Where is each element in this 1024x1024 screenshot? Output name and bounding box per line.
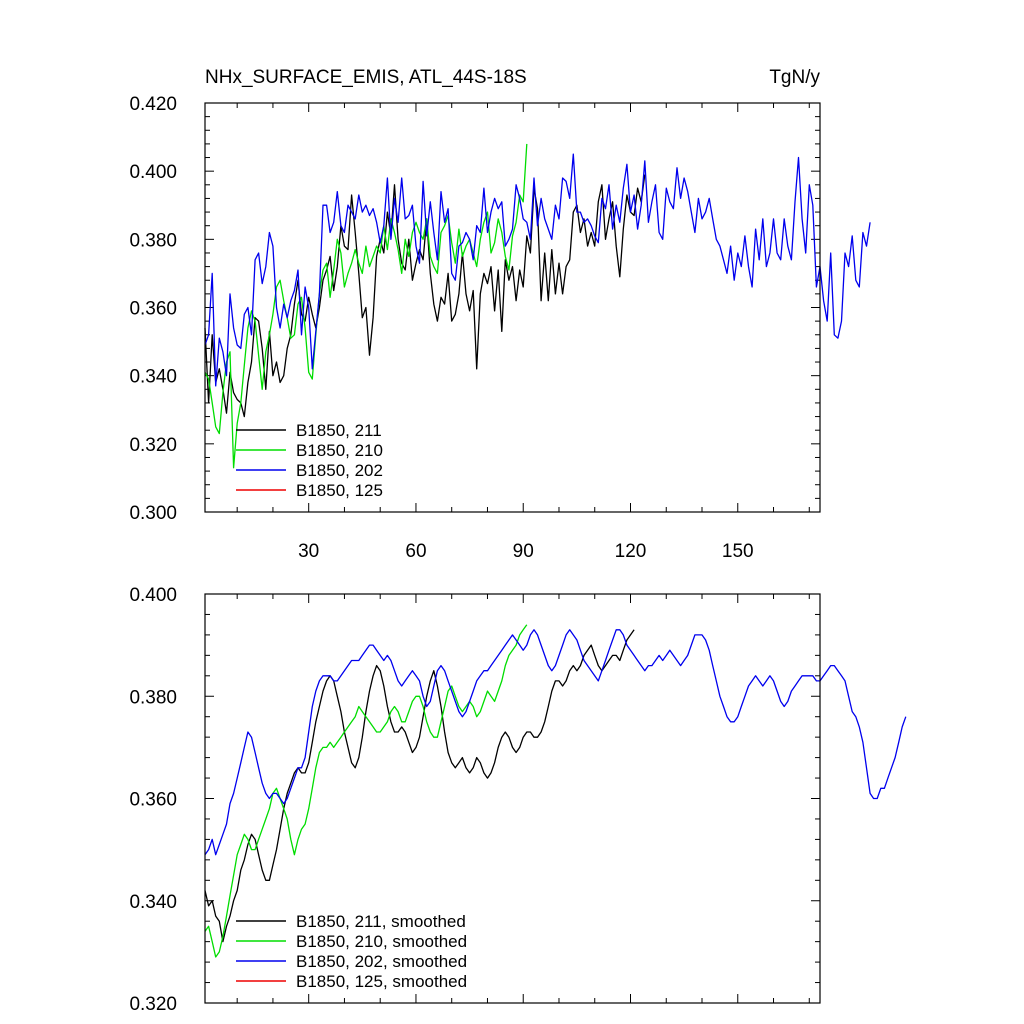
legend-label-211-smoothed: B1850, 211, smoothed <box>296 912 466 931</box>
y-tick-label: 0.420 <box>129 94 177 115</box>
x-tick-label: 90 <box>513 541 534 562</box>
x-tick-label: 60 <box>405 541 426 562</box>
units-label: TgN/y <box>769 67 820 88</box>
x-tick-label: 120 <box>615 541 647 562</box>
top-series <box>204 143 871 469</box>
y-tick-label: 0.320 <box>129 435 177 456</box>
y-tick-label: 0.360 <box>129 299 177 320</box>
series-line-3 <box>204 153 871 387</box>
panel-top: NHx_SURFACE_EMIS, ATL_44S-18S TgN/y 0.30… <box>129 67 871 562</box>
panel-bottom: 0.320 0.340 0.360 0.380 0.400 B1850, 211, sm… <box>129 585 907 1015</box>
series-line-1 <box>204 174 646 418</box>
top-ticks: 0.300 0.320 0.340 0.360 0.380 0.400 0.420 30 60 9… <box>129 94 820 562</box>
series-line-2 <box>204 143 528 469</box>
bottom-plot-frame <box>204 593 821 1004</box>
x-tick-label: 30 <box>298 541 319 562</box>
y-tick-label: 0.340 <box>129 892 177 913</box>
bottom-ticks: 0.320 0.340 0.360 0.380 0.400 <box>129 585 820 1015</box>
top-plot-frame <box>204 102 821 513</box>
x-tick-label: 150 <box>722 541 754 562</box>
series-line-3 <box>204 629 907 856</box>
y-tick-label: 0.340 <box>129 367 177 388</box>
chart-title: NHx_SURFACE_EMIS, ATL_44S-18S <box>205 67 527 88</box>
legend-label-210: B1850, 210 <box>296 441 383 460</box>
y-tick-label: 0.380 <box>129 230 177 251</box>
legend-label-202: B1850, 202 <box>296 461 383 480</box>
y-tick-label: 0.400 <box>129 162 177 183</box>
legend-label-210-smoothed: B1850, 210, smoothed <box>296 932 467 951</box>
top-legend: B1850, 211 B1850, 210 B1850, 202 B1850, … <box>236 421 383 500</box>
legend-label-125: B1850, 125 <box>296 481 383 500</box>
series-line-1 <box>204 629 635 943</box>
legend-label-202-smoothed: B1850, 202, smoothed <box>296 952 467 971</box>
y-tick-label: 0.400 <box>129 585 177 606</box>
y-tick-label: 0.320 <box>129 994 177 1015</box>
y-tick-label: 0.300 <box>129 503 177 524</box>
y-tick-label: 0.380 <box>129 687 177 708</box>
series-line-2 <box>204 624 528 958</box>
y-tick-label: 0.360 <box>129 790 177 811</box>
legend-label-125-smoothed: B1850, 125, smoothed <box>296 972 467 991</box>
bottom-legend: B1850, 211, smoothed B1850, 210, smoothe… <box>236 912 467 991</box>
legend-label-211: B1850, 211 <box>296 421 382 440</box>
bottom-series <box>204 624 907 958</box>
